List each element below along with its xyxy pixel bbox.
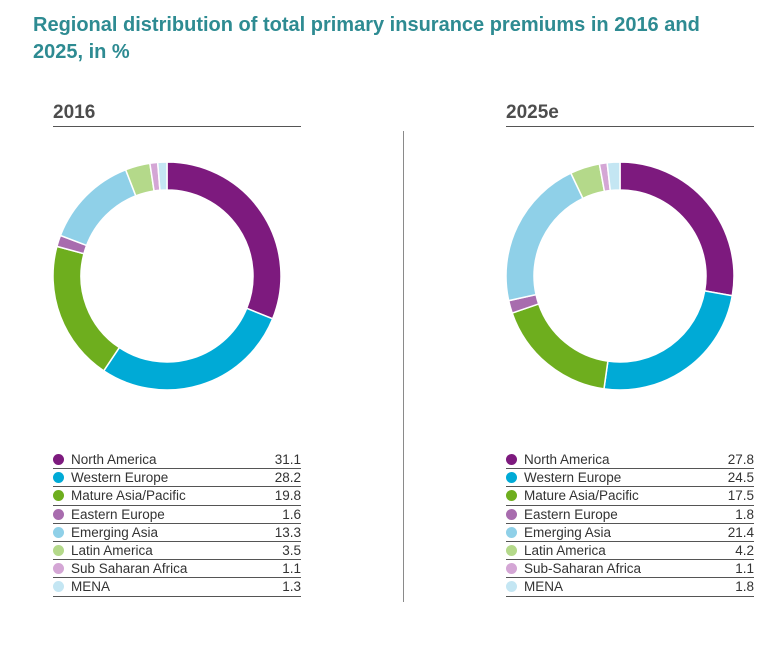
legend-value: 1.8 bbox=[735, 506, 754, 522]
legend-marker-icon bbox=[53, 581, 64, 593]
legend-marker-icon bbox=[53, 490, 64, 502]
legend-marker-icon bbox=[53, 472, 64, 484]
donut-slice-western-europe bbox=[603, 290, 734, 391]
legend-label: Emerging Asia bbox=[71, 524, 159, 540]
legend-marker-icon bbox=[53, 545, 64, 557]
legend-item-latin-america: Latin America 3.5 bbox=[53, 542, 301, 561]
legend-item-emerging-asia: Emerging Asia 13.3 bbox=[53, 524, 301, 542]
legend-item-mature-asia-pacific: Mature Asia/Pacific 17.5 bbox=[506, 487, 754, 506]
legend-value: 17.5 bbox=[727, 488, 754, 504]
legend-value: 1.6 bbox=[282, 506, 301, 522]
legend-item-latin-america: Latin America 4.2 bbox=[506, 542, 754, 561]
legend-value: 27.8 bbox=[727, 452, 754, 468]
donut-slice-emerging-asia bbox=[59, 168, 137, 247]
legend-label: Emerging Asia bbox=[524, 524, 612, 540]
legend-value: 3.5 bbox=[282, 543, 301, 559]
legend-label: Western Europe bbox=[524, 470, 622, 486]
legend-marker-icon bbox=[506, 581, 517, 593]
legend-value: 21.4 bbox=[727, 524, 754, 540]
legend-item-sub-saharan-africa: Sub Saharan Africa 1.1 bbox=[53, 560, 301, 579]
donut-slice-north-america bbox=[619, 161, 735, 297]
legend-value: 19.8 bbox=[274, 488, 301, 504]
legend-item-mena: MENA 1.3 bbox=[53, 578, 301, 597]
legend-2025e: North America 27.8 Western Europe 24.5 Matur… bbox=[506, 451, 754, 597]
legend-label: Latin America bbox=[524, 543, 606, 559]
legend-marker-icon bbox=[506, 526, 517, 538]
legend-value: 24.5 bbox=[727, 470, 754, 486]
legend-label: Latin America bbox=[71, 543, 153, 559]
chart-title: Regional distribution of total primary i… bbox=[33, 14, 700, 63]
year-heading: 2016 bbox=[53, 100, 301, 127]
legend-value: 4.2 bbox=[735, 543, 754, 559]
legend-label: MENA bbox=[524, 579, 564, 595]
panel-divider bbox=[403, 131, 404, 602]
legend-item-western-europe: Western Europe 24.5 bbox=[506, 469, 754, 488]
legend-value: 1.1 bbox=[282, 561, 301, 577]
legend-item-eastern-europe: Eastern Europe 1.8 bbox=[506, 506, 754, 524]
legend-item-north-america: North America 27.8 bbox=[506, 451, 754, 470]
legend-item-mature-asia-pacific: Mature Asia/Pacific 19.8 bbox=[53, 487, 301, 506]
legend-label: Eastern Europe bbox=[71, 506, 165, 522]
legend-label: Eastern Europe bbox=[524, 506, 618, 522]
legend-marker-icon bbox=[506, 490, 517, 502]
legend-marker-icon bbox=[53, 526, 64, 538]
legend-marker-icon bbox=[53, 454, 64, 466]
legend-item-sub-saharan-africa: Sub-Saharan Africa 1.1 bbox=[506, 560, 754, 579]
legend-label: North America bbox=[71, 452, 157, 468]
legend-item-north-america: North America 31.1 bbox=[53, 451, 301, 470]
legend-label: Western Europe bbox=[71, 470, 169, 486]
legend-marker-icon bbox=[506, 563, 517, 575]
panel-2016: 2016 North America 31.1 Western Europe 28.2… bbox=[52, 100, 301, 597]
legend-label: Sub-Saharan Africa bbox=[524, 561, 642, 577]
donut-slice-mature-asia-pacific bbox=[52, 245, 121, 372]
legend-item-mena: MENA 1.8 bbox=[506, 578, 754, 597]
donut-slice-mena bbox=[606, 161, 621, 192]
legend-2016: North America 31.1 Western Europe 28.2 Matur… bbox=[53, 451, 301, 597]
donut-slice-north-america bbox=[166, 161, 282, 320]
legend-value: 28.2 bbox=[274, 470, 301, 486]
panel-2025e: 2025e North America 27.8 Western Europe 24.… bbox=[505, 100, 754, 597]
legend-item-western-europe: Western Europe 28.2 bbox=[53, 469, 301, 488]
legend-marker-icon bbox=[506, 472, 517, 484]
legend-value: 13.3 bbox=[274, 524, 301, 540]
legend-label: MENA bbox=[71, 579, 111, 595]
legend-label: Mature Asia/Pacific bbox=[524, 488, 639, 504]
year-heading: 2025e bbox=[506, 100, 754, 127]
donut-slice-mature-asia-pacific bbox=[511, 303, 609, 390]
legend-marker-icon bbox=[506, 454, 517, 466]
donut-chart-2025e bbox=[505, 161, 735, 391]
legend-value: 1.3 bbox=[282, 579, 301, 595]
legend-value: 1.8 bbox=[735, 579, 754, 595]
legend-marker-icon bbox=[53, 563, 64, 575]
legend-label: Sub Saharan Africa bbox=[71, 561, 188, 577]
donut-slice-emerging-asia bbox=[505, 172, 584, 302]
legend-marker-icon bbox=[506, 508, 517, 520]
legend-item-emerging-asia: Emerging Asia 21.4 bbox=[506, 524, 754, 542]
legend-marker-icon bbox=[53, 508, 64, 520]
donut-chart-2016 bbox=[52, 161, 282, 391]
legend-value: 1.1 bbox=[735, 561, 754, 577]
legend-value: 31.1 bbox=[274, 452, 301, 468]
legend-label: Mature Asia/Pacific bbox=[71, 488, 186, 504]
legend-item-eastern-europe: Eastern Europe 1.6 bbox=[53, 506, 301, 524]
donut-slice-mena bbox=[156, 161, 168, 192]
legend-label: North America bbox=[524, 452, 610, 468]
donut-slice-western-europe bbox=[102, 307, 274, 391]
legend-marker-icon bbox=[506, 545, 517, 557]
